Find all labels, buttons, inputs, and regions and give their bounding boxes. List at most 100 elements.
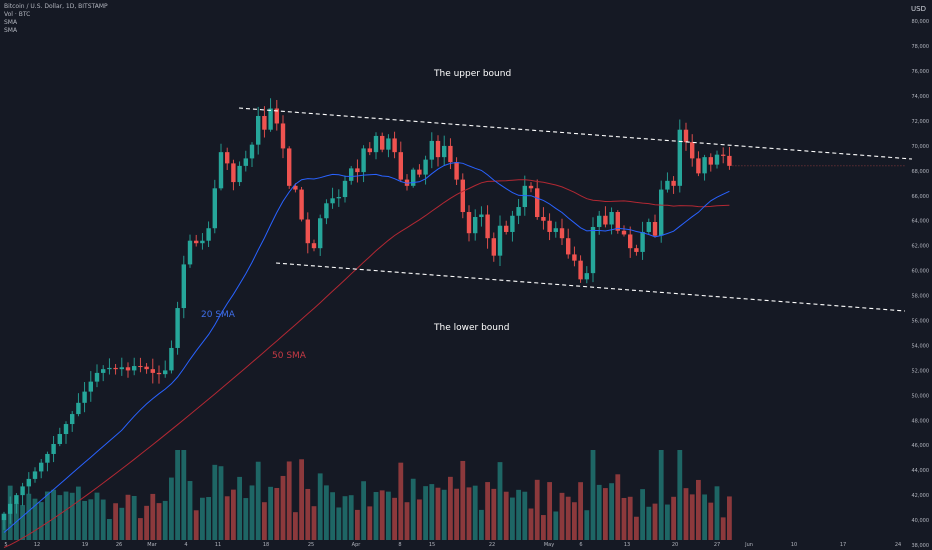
candle-body (330, 198, 335, 204)
volume-bar (51, 489, 56, 540)
volume-legend: Vol · BTC (4, 11, 31, 18)
volume-bar (435, 487, 441, 540)
time-tick-label: 12 (34, 542, 40, 548)
candle-body (603, 215, 608, 225)
time-tick-label: 4 (184, 542, 187, 548)
candle-body (541, 217, 546, 221)
time-tick-label: Mar (147, 542, 157, 548)
volume-bar (94, 492, 100, 540)
candle-body (14, 495, 19, 504)
volume-bar (367, 506, 373, 540)
candle-body (522, 185, 527, 208)
candle-body (63, 424, 69, 435)
price-tick-label: 72,000 (912, 119, 930, 125)
volume-bar (32, 498, 38, 540)
volume-bar (621, 497, 627, 540)
volume-bar (466, 487, 472, 540)
volume-bar (348, 495, 354, 540)
candle-body (510, 215, 515, 232)
volume-bar (522, 491, 528, 540)
price-tick-label: 64,000 (912, 219, 930, 225)
time-tick-label: 11 (215, 542, 221, 548)
candle-body (305, 219, 310, 244)
volume-bar (454, 488, 459, 540)
sma20-label: 20 SMA (201, 310, 235, 320)
candle-body (584, 273, 589, 280)
volume-bar (410, 478, 416, 540)
candle-body (380, 135, 385, 150)
candle-body (423, 159, 428, 175)
candle-body (262, 115, 267, 130)
candle-body (150, 369, 155, 373)
candle-body (20, 486, 25, 496)
candle-body (76, 402, 81, 415)
candle-body (82, 391, 87, 403)
volume-bar (714, 486, 720, 540)
time-tick-label: 17 (840, 542, 846, 548)
candle-body (243, 158, 248, 166)
candle-body (559, 228, 565, 239)
candle-body (293, 185, 298, 190)
candle-body (39, 462, 44, 472)
candle-body (473, 217, 478, 234)
candle-body (125, 367, 131, 371)
volume-bar (615, 474, 621, 540)
volume-bar (231, 489, 236, 540)
currency-label[interactable]: USD (911, 5, 926, 13)
candle-body (435, 140, 441, 158)
candle-body (342, 180, 348, 198)
candle-body (367, 148, 372, 153)
lower-bound-label: The lower bound (434, 323, 510, 333)
volume-bar (572, 502, 577, 540)
candle-body (299, 189, 304, 220)
volume-bar (596, 484, 602, 540)
volume-bar (237, 476, 242, 540)
candle-body (466, 212, 472, 234)
candle-body (311, 243, 317, 249)
volume-bar (26, 493, 32, 540)
candle-body (516, 207, 521, 216)
sma-legend-2: SMA (4, 27, 18, 34)
candle-body (721, 154, 726, 156)
candle-body (274, 108, 279, 124)
volume-bar (45, 491, 50, 540)
candle-body (349, 168, 354, 181)
candle-body (163, 370, 168, 375)
price-tick-label: 42,000 (912, 493, 930, 499)
candle-body (373, 135, 379, 153)
volume-bar (516, 489, 521, 540)
volume-bar (702, 494, 707, 540)
volume-bar (317, 473, 323, 540)
volume-bar (125, 494, 131, 540)
candle-body (138, 366, 143, 368)
volume-bar (479, 509, 484, 540)
candle-body (175, 308, 180, 348)
candle-body (237, 165, 242, 183)
price-tick-label: 58,000 (912, 294, 930, 300)
candle-body (578, 260, 583, 280)
chart-legend: Bitcoin / U.S. Dollar, 1D, BITSTAMP Vol … (4, 3, 108, 35)
volume-bar (398, 462, 404, 540)
volume-bar (423, 486, 428, 540)
candle-body (702, 157, 707, 174)
volume-bar (696, 479, 701, 540)
candle-body (287, 148, 292, 186)
volume-bar (708, 502, 714, 540)
candle-body (640, 231, 645, 252)
time-tick-label: 24 (895, 542, 901, 548)
candle-body (26, 478, 31, 487)
volume-bar (404, 502, 410, 540)
time-tick-label: 25 (308, 542, 314, 548)
volume-bar (640, 489, 645, 540)
time-tick-label: 27 (714, 542, 720, 548)
price-tick-label: 60,000 (912, 269, 930, 275)
time-tick-label: 19 (82, 542, 88, 548)
volume-bar (727, 496, 732, 540)
volume-bar (274, 487, 280, 540)
volume-bar (69, 492, 75, 540)
candle-body (386, 138, 391, 150)
volume-bar (224, 496, 230, 540)
volume-bar (156, 503, 162, 540)
